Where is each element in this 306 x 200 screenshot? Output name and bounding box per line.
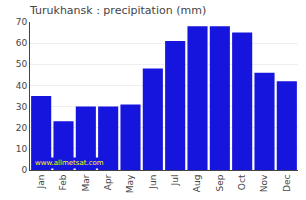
- svg-text:Feb: Feb: [58, 174, 68, 190]
- svg-text:Dec: Dec: [282, 175, 292, 192]
- svg-text:40: 40: [16, 81, 28, 91]
- svg-text:Nov: Nov: [259, 174, 269, 192]
- svg-text:20: 20: [16, 123, 28, 133]
- svg-text:60: 60: [16, 38, 28, 48]
- svg-text:Jan: Jan: [36, 175, 46, 190]
- svg-text:Oct: Oct: [237, 174, 247, 190]
- svg-text:Aug: Aug: [192, 175, 202, 193]
- svg-text:May: May: [125, 174, 135, 193]
- svg-text:70: 70: [16, 17, 28, 27]
- svg-text:Apr: Apr: [103, 174, 113, 190]
- svg-text:0: 0: [21, 165, 27, 175]
- svg-text:Mar: Mar: [81, 174, 91, 191]
- svg-text:Jun: Jun: [148, 175, 158, 190]
- svg-text:www.allmetsat.com: www.allmetsat.com: [35, 159, 104, 167]
- svg-text:Jul: Jul: [170, 175, 180, 187]
- svg-text:10: 10: [16, 144, 28, 154]
- svg-text:Turukhansk : precipitation (mm: Turukhansk : precipitation (mm): [29, 4, 206, 17]
- svg-text:Sep: Sep: [215, 174, 225, 191]
- svg-text:50: 50: [16, 59, 28, 69]
- svg-text:30: 30: [16, 102, 28, 112]
